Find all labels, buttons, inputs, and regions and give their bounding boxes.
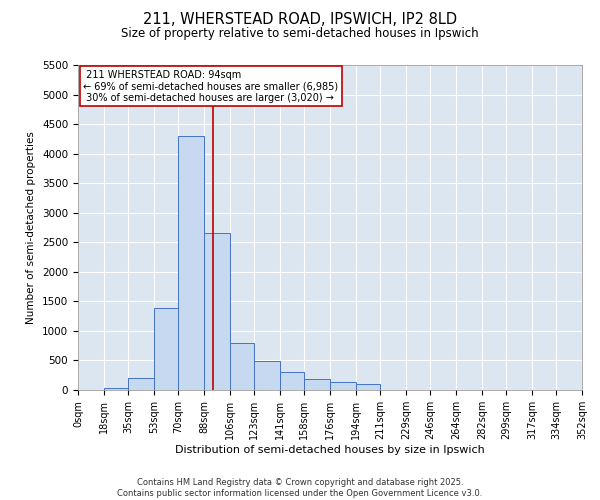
Bar xyxy=(280,372,304,390)
Bar xyxy=(128,378,154,390)
Bar xyxy=(304,379,330,390)
Text: 211, WHERSTEAD ROAD, IPSWICH, IP2 8LD: 211, WHERSTEAD ROAD, IPSWICH, IP2 8LD xyxy=(143,12,457,28)
Y-axis label: Number of semi-detached properties: Number of semi-detached properties xyxy=(26,131,37,324)
Bar xyxy=(154,308,178,390)
Bar xyxy=(356,384,380,390)
Bar xyxy=(178,136,204,390)
X-axis label: Distribution of semi-detached houses by size in Ipswich: Distribution of semi-detached houses by … xyxy=(175,444,485,454)
Bar xyxy=(254,361,280,390)
Text: Size of property relative to semi-detached houses in Ipswich: Size of property relative to semi-detach… xyxy=(121,28,479,40)
Bar xyxy=(204,234,230,390)
Bar xyxy=(104,388,128,390)
Text: 211 WHERSTEAD ROAD: 94sqm
← 69% of semi-detached houses are smaller (6,985)
 30%: 211 WHERSTEAD ROAD: 94sqm ← 69% of semi-… xyxy=(83,70,338,103)
Bar xyxy=(330,382,356,390)
Text: Contains HM Land Registry data © Crown copyright and database right 2025.
Contai: Contains HM Land Registry data © Crown c… xyxy=(118,478,482,498)
Bar xyxy=(230,342,254,390)
